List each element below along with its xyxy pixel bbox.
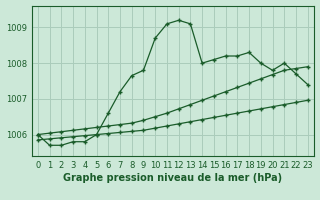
- X-axis label: Graphe pression niveau de la mer (hPa): Graphe pression niveau de la mer (hPa): [63, 173, 282, 183]
